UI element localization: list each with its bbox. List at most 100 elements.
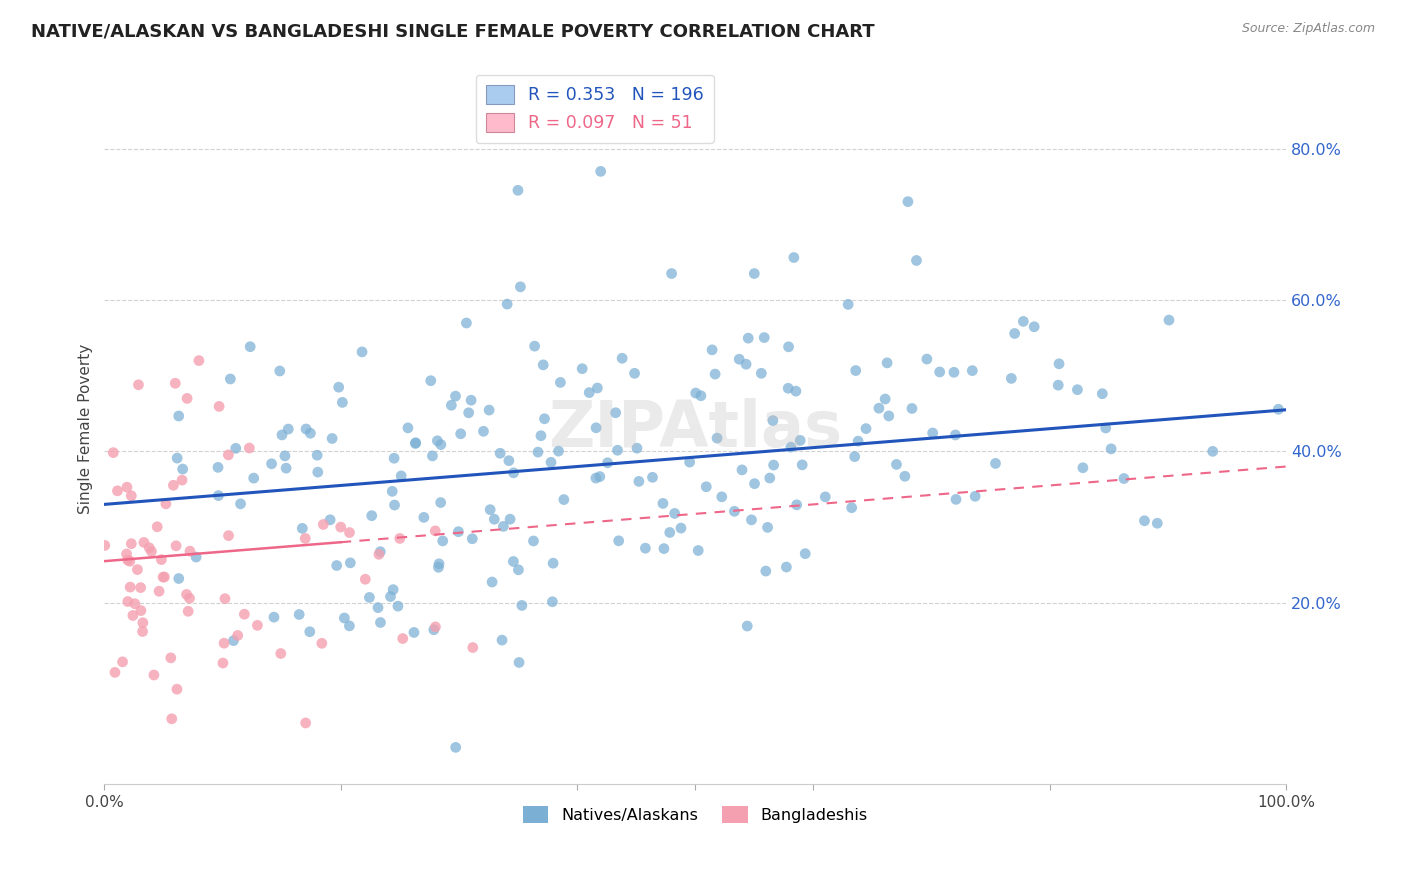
Point [319, 513, 342, 527]
Point [461, 532, 484, 546]
Point [492, 519, 515, 533]
Point [419, 374, 441, 388]
Point [277, 422, 299, 436]
Point [897, 194, 920, 209]
Point [118, 554, 141, 568]
Point [484, 512, 506, 526]
Point [208, 400, 231, 414]
Point [607, 533, 630, 548]
Point [868, 401, 890, 416]
Point [387, 599, 409, 614]
Point [288, 607, 311, 622]
Point [502, 466, 524, 480]
Point [179, 591, 201, 606]
Point [700, 343, 723, 357]
Point [146, 520, 169, 534]
Point [1099, 442, 1122, 456]
Point [1066, 383, 1088, 397]
Point [530, 428, 553, 442]
Point [176, 392, 198, 406]
Point [533, 411, 555, 425]
Point [368, 544, 391, 558]
Point [1000, 371, 1022, 385]
Point [354, 572, 377, 586]
Point [877, 409, 900, 423]
Point [1133, 514, 1156, 528]
Point [541, 556, 564, 570]
Point [553, 492, 575, 507]
Point [792, 458, 814, 472]
Point [295, 422, 318, 436]
Point [177, 604, 200, 618]
Point [626, 441, 648, 455]
Point [389, 469, 412, 483]
Point [460, 393, 482, 408]
Point [107, 483, 129, 498]
Point [148, 584, 170, 599]
Point [103, 445, 125, 459]
Point [159, 651, 181, 665]
Point [212, 656, 235, 670]
Point [120, 537, 142, 551]
Point [710, 490, 733, 504]
Point [333, 611, 356, 625]
Point [744, 476, 766, 491]
Point [841, 500, 863, 515]
Point [165, 376, 187, 391]
Point [162, 478, 184, 492]
Point [142, 668, 165, 682]
Point [311, 636, 333, 650]
Point [122, 608, 145, 623]
Point [778, 381, 800, 395]
Point [786, 498, 808, 512]
Point [496, 297, 519, 311]
Point [901, 401, 924, 416]
Point [271, 428, 294, 442]
Point [260, 457, 283, 471]
Point [785, 384, 807, 398]
Point [274, 449, 297, 463]
Point [141, 544, 163, 558]
Point [1157, 313, 1180, 327]
Point [664, 507, 686, 521]
Point [388, 532, 411, 546]
Point [735, 357, 758, 371]
Point [754, 330, 776, 344]
Point [508, 656, 530, 670]
Point [170, 473, 193, 487]
Point [661, 267, 683, 281]
Point [425, 620, 447, 634]
Point [165, 539, 187, 553]
Text: Source: ZipAtlas.com: Source: ZipAtlas.com [1241, 22, 1375, 36]
Point [1094, 421, 1116, 435]
Point [478, 403, 501, 417]
Point [307, 465, 329, 479]
Point [846, 434, 869, 449]
Text: ZIPAtlas: ZIPAtlas [548, 398, 842, 459]
Point [886, 458, 908, 472]
Point [447, 524, 470, 539]
Point [155, 497, 177, 511]
Point [129, 604, 152, 618]
Point [360, 508, 382, 523]
Point [405, 435, 427, 450]
Text: NATIVE/ALASKAN VS BANGLADESHI SINGLE FEMALE POVERTY CORRELATION CHART: NATIVE/ALASKAN VS BANGLADESHI SINGLE FEM… [31, 22, 875, 40]
Point [150, 552, 173, 566]
Point [339, 619, 361, 633]
Point [382, 451, 405, 466]
Point [298, 624, 321, 639]
Point [166, 682, 188, 697]
Point [737, 331, 759, 345]
Point [217, 448, 239, 462]
Point [127, 563, 149, 577]
Point [329, 520, 352, 534]
Point [132, 535, 155, 549]
Point [690, 389, 713, 403]
Point [508, 563, 530, 577]
Point [762, 458, 785, 472]
Point [127, 377, 149, 392]
Point [723, 504, 745, 518]
Point [229, 497, 252, 511]
Point [481, 574, 503, 589]
Point [794, 547, 817, 561]
